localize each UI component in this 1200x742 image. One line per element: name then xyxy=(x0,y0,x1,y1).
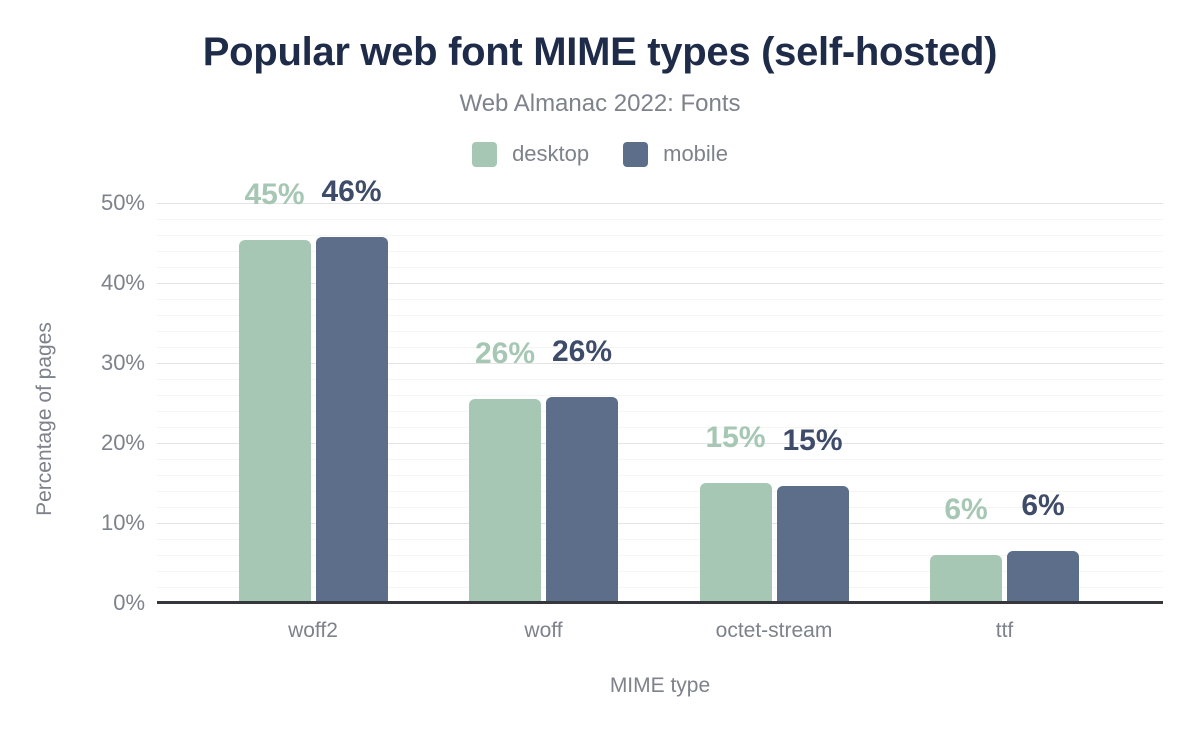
minor-gridline-42 xyxy=(157,267,1163,268)
value-label-desktop-octet-stream: 15% xyxy=(705,421,766,454)
minor-gridline-14 xyxy=(157,491,1163,492)
y-tick-label-40: 40% xyxy=(100,270,145,295)
y-tick-label-10: 10% xyxy=(100,510,145,535)
legend-item-desktop[interactable]: desktop xyxy=(472,141,589,167)
minor-gridline-48 xyxy=(157,219,1163,220)
legend-label-desktop: desktop xyxy=(512,141,590,166)
desktop-swatch-icon xyxy=(472,141,498,167)
bar-desktop-woff xyxy=(469,399,541,603)
minor-gridline-22 xyxy=(157,427,1163,428)
x-axis-line xyxy=(157,601,1163,604)
legend: desktop mobile xyxy=(0,141,1200,167)
y-tick-label-30: 30% xyxy=(100,350,145,375)
minor-gridline-46 xyxy=(157,235,1163,236)
legend-item-mobile[interactable]: mobile xyxy=(623,141,728,167)
minor-gridline-4 xyxy=(157,571,1163,572)
major-gridline-40 xyxy=(157,283,1163,284)
minor-gridline-24 xyxy=(157,411,1163,412)
y-tick-label-50: 50% xyxy=(100,190,145,215)
minor-gridline-12 xyxy=(157,507,1163,508)
y-tick-label-0: 0% xyxy=(113,590,145,615)
minor-gridline-28 xyxy=(157,379,1163,380)
x-tick-label-woff2: woff2 xyxy=(288,619,338,642)
value-label-mobile-woff: 26% xyxy=(551,334,613,368)
value-label-mobile-octet-stream: 15% xyxy=(782,424,843,458)
minor-gridline-18 xyxy=(157,459,1163,460)
minor-gridline-8 xyxy=(157,539,1163,540)
y-axis-title: Percentage of pages xyxy=(33,322,56,516)
value-label-desktop-woff2: 45% xyxy=(244,177,305,211)
major-gridline-30 xyxy=(157,363,1163,364)
major-gridline-20 xyxy=(157,443,1163,444)
bar-mobile-woff xyxy=(546,396,618,603)
legend-label-mobile: mobile xyxy=(663,141,728,166)
bar-mobile-woff2 xyxy=(315,237,388,603)
x-tick-label-octet-stream: octet-stream xyxy=(715,619,833,642)
mobile-swatch-icon xyxy=(623,141,649,167)
major-gridline-50 xyxy=(157,203,1163,204)
value-label-mobile-woff2: 46% xyxy=(321,175,382,209)
bar-desktop-woff2 xyxy=(238,239,311,603)
x-tick-label-ttf: ttf xyxy=(995,619,1014,642)
x-axis-title: MIME type xyxy=(609,674,711,697)
bar-mobile-ttf xyxy=(1007,551,1079,603)
minor-gridline-32 xyxy=(157,347,1163,348)
minor-gridline-36 xyxy=(157,315,1163,316)
value-label-desktop-ttf: 6% xyxy=(944,493,988,526)
x-tick-label-woff: woff xyxy=(524,619,563,642)
bar-mobile-octet-stream xyxy=(776,486,849,603)
value-label-desktop-woff: 26% xyxy=(474,337,536,370)
minor-gridline-6 xyxy=(157,555,1163,556)
minor-gridline-16 xyxy=(157,475,1163,476)
major-gridline-10 xyxy=(157,523,1163,524)
bar-desktop-octet-stream xyxy=(699,483,772,603)
chart-subtitle: Web Almanac 2022: Fonts xyxy=(459,90,741,117)
value-label-mobile-ttf: 6% xyxy=(1021,489,1065,522)
minor-gridline-2 xyxy=(157,587,1163,588)
chart-title: Popular web font MIME types (self-hosted… xyxy=(202,30,998,74)
y-tick-label-20: 20% xyxy=(100,430,145,455)
minor-gridline-34 xyxy=(157,331,1163,332)
minor-gridline-44 xyxy=(157,251,1163,252)
bar-desktop-ttf xyxy=(930,555,1002,603)
minor-gridline-26 xyxy=(157,395,1163,396)
minor-gridline-38 xyxy=(157,299,1163,300)
